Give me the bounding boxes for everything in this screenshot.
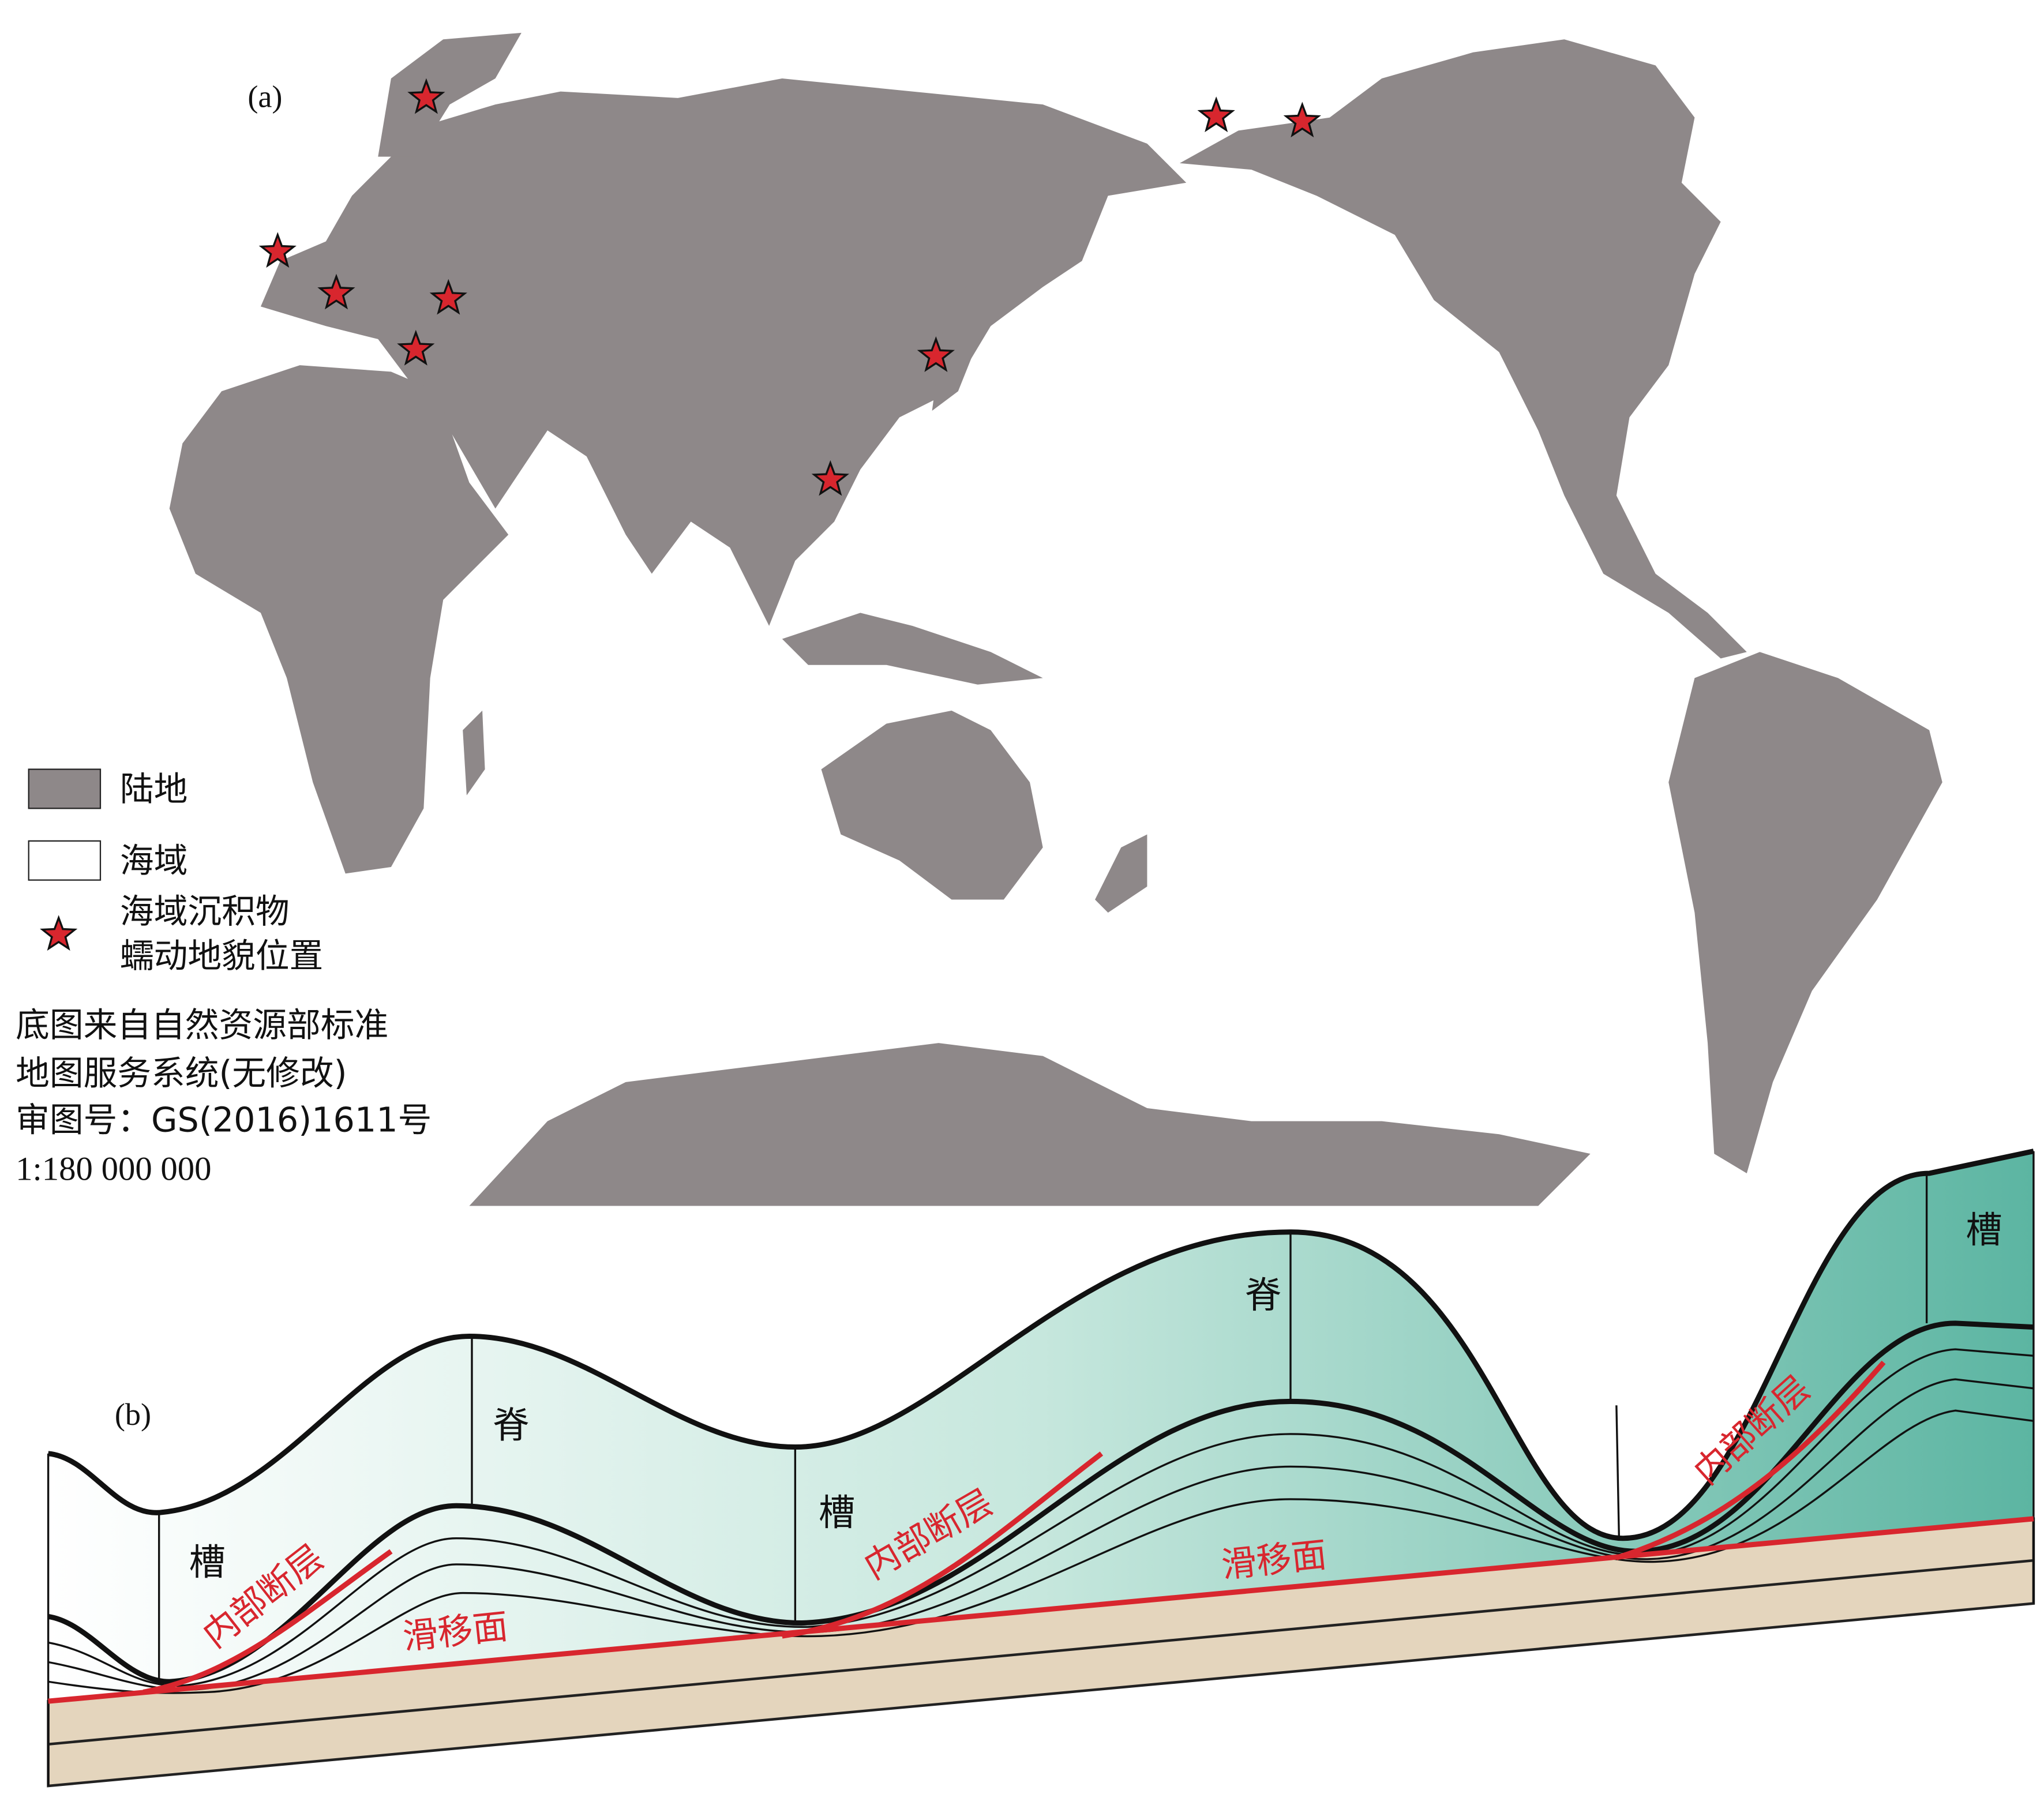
legend-label: 蠕动地貌位置: [120, 936, 323, 975]
trough-label: 槽: [819, 1491, 855, 1534]
site-star: [1197, 96, 1235, 133]
legend-label: 陆地: [120, 769, 187, 809]
africa: [169, 365, 509, 874]
fault: [142, 1549, 393, 1695]
australia: [821, 710, 1043, 900]
edge: [47, 1151, 2035, 1787]
japan: [932, 280, 984, 411]
panel-label: (a): [247, 80, 282, 114]
seafloor: [48, 1149, 2034, 1541]
base-line: [48, 1559, 2034, 1746]
note: 1:180 000 000: [16, 1150, 211, 1187]
site-star: [397, 329, 435, 366]
site-star: [1283, 102, 1321, 138]
slip-surface: [48, 1516, 2034, 1704]
trough-label: 槽: [1966, 1208, 2002, 1251]
site-star: [811, 460, 849, 496]
fault: [1615, 1360, 1886, 1560]
legend-label: 海域沉积物: [120, 891, 290, 931]
legend-sea-swatch: [28, 840, 102, 881]
eurasia: [260, 78, 1187, 626]
site-star: [317, 273, 355, 310]
divider: [1615, 1405, 1621, 1538]
southeast-asia-islands: [782, 613, 1043, 685]
madagascar: [463, 710, 485, 795]
site-star: [917, 336, 955, 372]
note: 底图来自自然资源部标准: [16, 1005, 388, 1045]
legend-land-swatch: [28, 768, 102, 809]
scandinavia: [378, 32, 522, 157]
sediment-layer: [48, 1378, 2034, 1691]
note: 地图服务系统(无修改): [16, 1053, 347, 1093]
fault: [782, 1451, 1104, 1639]
ridge-label: 脊: [493, 1404, 529, 1447]
north-america: [1179, 39, 1747, 659]
ridge-label: 脊: [1245, 1274, 1281, 1316]
new-zealand: [1095, 834, 1147, 913]
trough-label: 槽: [189, 1541, 226, 1583]
world-map: [169, 32, 1942, 1206]
south-america: [1668, 652, 1942, 1174]
panel-label: (b): [115, 1397, 151, 1432]
cross-section: [47, 1149, 2035, 1788]
sediment-layer: [48, 1409, 2034, 1694]
legend-label: 海域: [120, 840, 187, 880]
site-star: [429, 279, 467, 315]
antarctica: [469, 1043, 1591, 1206]
site-star: [407, 78, 445, 114]
site-stars: [40, 78, 1321, 951]
site-star: [40, 915, 78, 951]
note: 审图号：GS(2016)1611号: [16, 1100, 432, 1140]
site-star: [258, 232, 297, 268]
